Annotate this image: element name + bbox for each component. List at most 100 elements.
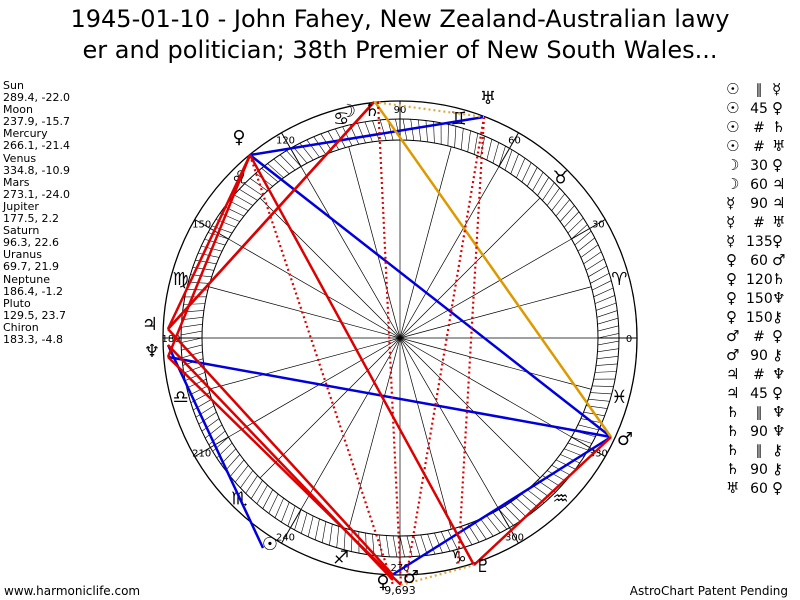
band-tick — [420, 534, 428, 556]
aspect-line — [473, 436, 612, 566]
band-tick — [594, 371, 617, 373]
band-tick — [240, 470, 254, 489]
band-tick — [537, 177, 550, 196]
aspect-row: ☿ 135♀ — [726, 232, 792, 251]
spoke-line — [399, 286, 592, 339]
spoke-line — [228, 337, 401, 438]
aspect-p2: ♆ — [772, 422, 786, 440]
aspect-p1: ☽ — [726, 156, 740, 174]
planet-coords: 266.1, -21.4 — [3, 139, 70, 153]
aspect-line — [167, 356, 402, 586]
website-link[interactable]: www.harmoniclife.com — [4, 584, 141, 598]
aspect-p1: ♅ — [726, 479, 740, 497]
band-tick — [597, 340, 620, 346]
aspect-row: ♃ 45 ♀ — [726, 384, 792, 403]
band-tick — [181, 317, 204, 320]
aspect-p1: ♀ — [726, 251, 737, 269]
band-tick — [268, 493, 279, 514]
band-tick — [592, 385, 614, 387]
aspect-type: 60 — [750, 481, 768, 497]
spoke-line — [208, 337, 401, 390]
band-tick — [342, 126, 353, 147]
band-tick — [286, 150, 302, 167]
aspect-row: ♂ # ♀ — [726, 327, 792, 346]
band-tick — [546, 470, 566, 482]
zodiac-sign-glyph: ♎ — [173, 387, 189, 408]
aspect-line — [248, 154, 476, 566]
band-tick — [225, 454, 241, 471]
aspect-line — [249, 115, 485, 157]
band-tick — [591, 280, 612, 291]
aspect-line — [166, 154, 252, 358]
aspect-line — [373, 101, 613, 438]
band-tick — [307, 515, 314, 537]
body-glyph: ♀ — [376, 572, 389, 593]
planet-coords: 237.9, -15.7 — [3, 115, 70, 129]
spoke-line — [399, 337, 592, 390]
body-glyph: ☉ — [262, 534, 278, 555]
aspect-p2: ♅ — [772, 213, 786, 231]
aspect-type: # — [753, 215, 765, 231]
band-tick — [399, 535, 405, 558]
zodiac-sign-glyph: ♋ — [333, 109, 349, 130]
band-tick — [413, 535, 421, 557]
aspect-p2: ♀ — [772, 384, 783, 402]
planet-coords: 289.4, -22.0 — [3, 91, 70, 105]
aspect-row: ☉ # ♅ — [726, 137, 792, 156]
band-tick — [198, 411, 217, 425]
aspect-line — [403, 116, 486, 586]
band-tick — [486, 139, 493, 161]
chart-title: 1945-01-10 - John Fahey, New Zealand-Aus… — [0, 4, 800, 66]
aspect-p1: ♂ — [726, 346, 740, 364]
band-tick — [183, 365, 205, 374]
aspect-p2: ♃ — [772, 194, 786, 212]
band-tick — [220, 212, 240, 222]
band-tick — [201, 418, 220, 432]
zodiac-sign-glyph: ♈ — [611, 269, 627, 290]
aspect-type: 90 — [750, 348, 768, 364]
aspect-line — [167, 101, 375, 330]
band-tick — [593, 287, 614, 298]
band-tick — [473, 133, 479, 155]
aspect-p1: ☉ — [726, 80, 740, 98]
sign-divider — [281, 132, 302, 167]
band-tick — [498, 145, 506, 167]
spoke-line — [399, 337, 500, 510]
planet-glyphs: ♄ ♅ ♀ ♃ ♆ ☽ ☉ ♀ ♇ ♂ ♂ — [142, 88, 633, 593]
band-tick — [273, 158, 290, 175]
band-tick — [492, 512, 508, 530]
band-tick — [180, 337, 203, 343]
band-tick — [274, 498, 284, 518]
band-tick — [551, 465, 571, 476]
aspect-line — [166, 154, 252, 330]
aspect-p2: ♅ — [772, 137, 786, 155]
band-tick — [527, 167, 538, 187]
aspect-p1: ♄ — [726, 441, 740, 459]
band-tick — [195, 405, 215, 418]
aspect-row: ♃ # ♆ — [726, 365, 792, 384]
band-tick — [504, 149, 513, 171]
band-tick — [357, 123, 366, 144]
aspect-list: ☉ ∥ ☿ ☉ 45 ♀ ☉ # ♄ ☉ # ♅ ☽ 30 ♀ ☽ 60 ♃ ☿ 90 ♃ ☿ # ♅ ☿ 135♀ ♀ 60 ♂ ♀ 12… — [726, 80, 792, 498]
band-tick — [563, 211, 580, 228]
band-tick — [385, 535, 390, 557]
aspect-row: ♄ ∥ ⚷ — [726, 441, 792, 460]
aspect-type: ∥ — [755, 82, 763, 98]
aspect-p1: ☉ — [726, 118, 740, 136]
band-tick — [580, 244, 599, 258]
aspect-type: 90 — [750, 424, 768, 440]
band-tick — [329, 524, 333, 546]
spoke-line — [348, 337, 401, 530]
planet-name: Pluto — [3, 296, 31, 310]
body-glyph: ♇ — [475, 556, 491, 577]
zodiac-sign-glyph: ♐ — [333, 547, 349, 568]
band-tick — [205, 424, 223, 439]
body-glyph: ♅ — [480, 88, 496, 109]
band-tick — [256, 484, 268, 504]
aspect-p2: ⚷ — [772, 308, 783, 326]
band-tick — [577, 237, 595, 252]
aspect-p2: ⚷ — [772, 460, 783, 478]
band-tick — [498, 509, 514, 526]
aspect-type: 90 — [750, 462, 768, 478]
degree-label: 300 — [505, 532, 524, 543]
